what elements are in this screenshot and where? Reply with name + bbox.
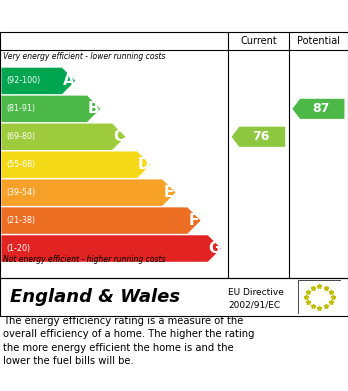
Text: (69-80): (69-80) [6, 132, 35, 141]
Text: F: F [189, 213, 199, 228]
Polygon shape [1, 235, 221, 262]
Polygon shape [1, 68, 75, 94]
Text: England & Wales: England & Wales [10, 288, 181, 306]
Text: E: E [164, 185, 174, 200]
Text: G: G [208, 241, 221, 256]
Text: (92-100): (92-100) [6, 76, 40, 85]
Text: (1-20): (1-20) [6, 244, 30, 253]
Text: (21-38): (21-38) [6, 216, 35, 225]
Text: 2002/91/EC: 2002/91/EC [228, 300, 280, 309]
Text: (81-91): (81-91) [6, 104, 35, 113]
Text: Current: Current [240, 36, 277, 46]
Polygon shape [232, 127, 285, 147]
Text: Energy Efficiency Rating: Energy Efficiency Rating [7, 9, 209, 23]
Polygon shape [1, 207, 200, 234]
Polygon shape [1, 179, 175, 206]
Text: Very energy efficient - lower running costs: Very energy efficient - lower running co… [3, 52, 166, 61]
Text: C: C [113, 129, 124, 144]
Text: (55-68): (55-68) [6, 160, 35, 169]
Text: 87: 87 [312, 102, 330, 115]
Text: (39-54): (39-54) [6, 188, 35, 197]
Text: Potential: Potential [297, 36, 340, 46]
Text: Not energy efficient - higher running costs: Not energy efficient - higher running co… [3, 255, 166, 264]
Polygon shape [1, 96, 100, 122]
Polygon shape [292, 99, 345, 119]
Text: A: A [63, 74, 74, 88]
Polygon shape [1, 151, 150, 178]
Text: EU Directive: EU Directive [228, 288, 284, 297]
Text: D: D [137, 157, 150, 172]
Polygon shape [1, 124, 125, 150]
Text: The energy efficiency rating is a measure of the
overall efficiency of a home. T: The energy efficiency rating is a measur… [3, 316, 255, 366]
Text: B: B [88, 101, 100, 117]
Text: 76: 76 [252, 130, 269, 143]
